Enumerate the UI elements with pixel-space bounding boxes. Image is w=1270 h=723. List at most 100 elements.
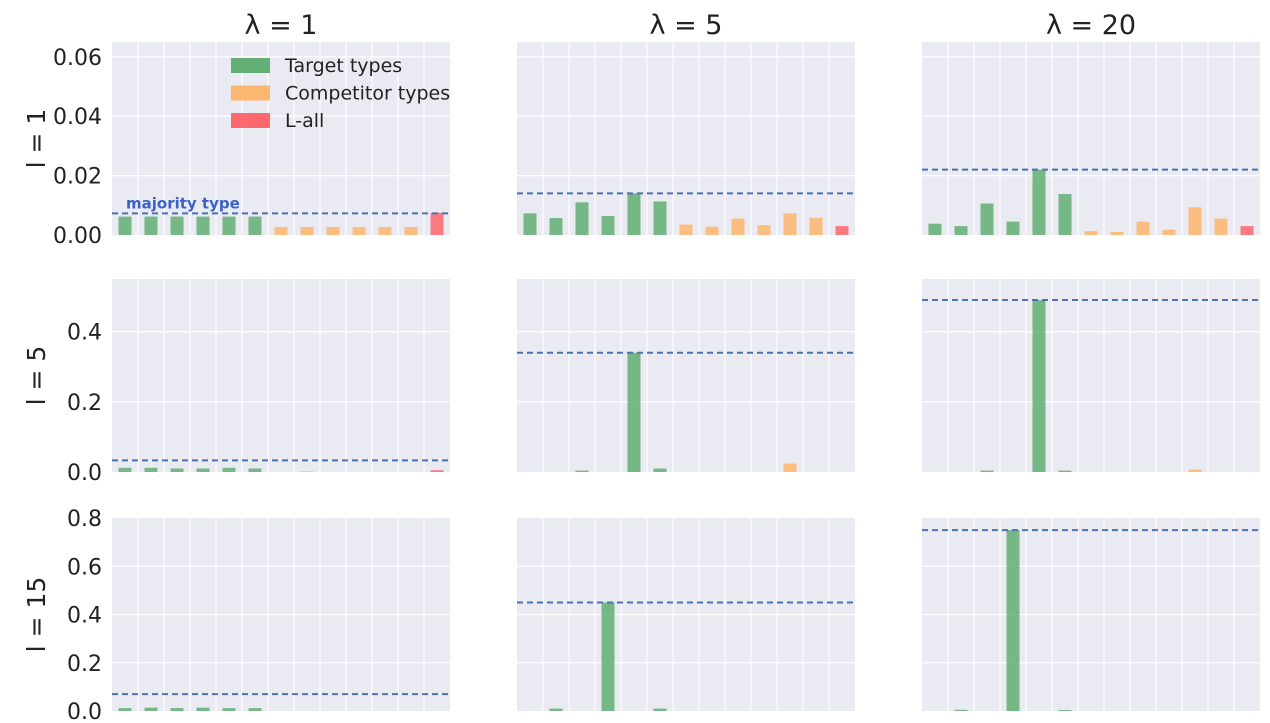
bar-0-2-1 <box>954 226 968 235</box>
y-tick-label: 0.4 <box>67 604 102 629</box>
bar-1-0-12 <box>430 470 444 472</box>
bar-0-0-5 <box>248 216 262 235</box>
bar-2-0-3 <box>196 707 210 711</box>
bar-1-0-2 <box>170 468 184 472</box>
legend-swatch-1 <box>231 85 270 101</box>
y-tick-label: 0.06 <box>53 46 102 71</box>
bar-1-2-2 <box>980 470 994 472</box>
panel-1-2 <box>922 279 1260 472</box>
bar-1-2-5 <box>1058 470 1072 472</box>
y-tick-label: 0.0 <box>67 461 102 486</box>
bar-2-2-3 <box>1006 530 1020 711</box>
bar-1-2-4 <box>1032 300 1046 472</box>
bar-0-0-1 <box>144 216 158 235</box>
bar-0-2-8 <box>1136 221 1150 235</box>
bar-0-1-2 <box>575 202 589 235</box>
bar-1-1-4 <box>627 352 641 472</box>
bar-0-0-9 <box>352 226 366 235</box>
bar-1-0-3 <box>196 468 210 472</box>
bar-2-0-1 <box>144 707 158 711</box>
bar-0-2-3 <box>1006 221 1020 235</box>
column-title-1: λ = 5 <box>650 10 723 41</box>
bar-2-0-2 <box>170 708 184 711</box>
bar-0-2-5 <box>1058 194 1072 235</box>
bar-1-2-10 <box>1188 469 1202 472</box>
y-tick-label: 0.6 <box>67 555 102 580</box>
bar-0-1-9 <box>757 225 771 235</box>
bar-2-1-3 <box>601 602 615 711</box>
bar-1-0-0 <box>118 467 132 472</box>
bar-0-2-6 <box>1084 231 1098 235</box>
bar-0-2-12 <box>1240 226 1254 235</box>
bar-0-0-0 <box>118 216 132 235</box>
panel-background <box>517 42 855 235</box>
bar-0-2-9 <box>1162 229 1176 235</box>
bar-2-1-5 <box>653 708 667 711</box>
bar-0-1-4 <box>627 193 641 235</box>
bar-0-1-0 <box>523 213 537 235</box>
column-title-0: λ = 1 <box>245 10 318 41</box>
panel-2-0: 0.0 0.2 0.4 0.6 0.8 <box>67 507 450 723</box>
bar-0-2-7 <box>1110 232 1124 235</box>
bar-0-1-8 <box>731 218 745 235</box>
y-tick-label: 0.4 <box>67 321 102 346</box>
column-title-2: λ = 20 <box>1046 10 1136 41</box>
panel-background <box>112 42 450 235</box>
legend-swatch-0 <box>231 58 270 73</box>
panel-background <box>922 279 1260 472</box>
row-label-2: l = 15 <box>22 577 51 653</box>
labels-layer: λ = 1 λ = 5 λ = 20 l = 1 l = 5 l = 15 Target t… <box>22 10 1136 652</box>
panel-1-1 <box>517 279 855 472</box>
legend-label-2: L-all <box>285 110 324 132</box>
y-tick-label: 0.8 <box>67 507 102 532</box>
row-label-1: l = 5 <box>22 346 51 406</box>
panel-background <box>922 42 1260 235</box>
bar-0-0-3 <box>196 216 210 235</box>
y-tick-label: 0.02 <box>53 165 102 190</box>
bar-2-0-5 <box>248 708 262 711</box>
y-tick-label: 0.04 <box>53 105 102 130</box>
bar-0-0-7 <box>300 226 314 235</box>
panel-0-1 <box>517 42 855 235</box>
legend-label-0: Target types <box>284 55 402 77</box>
panel-2-2 <box>922 518 1260 711</box>
bar-0-2-10 <box>1188 207 1202 235</box>
legend: Target types Competitor types L-all <box>231 55 450 132</box>
legend-label-1: Competitor types <box>285 83 450 105</box>
y-tick-label: 0.2 <box>67 652 102 677</box>
bar-0-1-10 <box>783 213 797 235</box>
bar-0-2-0 <box>928 223 942 235</box>
bar-2-1-1 <box>549 708 563 711</box>
legend-swatch-2 <box>231 113 270 128</box>
bar-0-2-2 <box>980 203 994 235</box>
bar-0-1-12 <box>835 226 849 235</box>
row-label-0: l = 1 <box>22 109 51 169</box>
panel-2-1 <box>517 518 855 711</box>
bar-0-0-4 <box>222 216 236 235</box>
y-tick-label: 0.00 <box>53 224 102 249</box>
bar-0-1-11 <box>809 217 823 235</box>
bar-0-0-10 <box>378 226 392 235</box>
bar-2-0-0 <box>118 708 132 711</box>
bar-1-1-5 <box>653 468 667 472</box>
bar-1-1-2 <box>575 470 589 472</box>
bar-0-1-6 <box>679 224 693 235</box>
bar-2-0-4 <box>222 708 236 711</box>
bar-2-2-1 <box>954 709 968 711</box>
bar-0-1-3 <box>601 215 615 235</box>
bar-0-2-11 <box>1214 218 1228 235</box>
bar-1-0-1 <box>144 467 158 472</box>
panel-0-2 <box>922 42 1260 235</box>
bar-0-1-5 <box>653 201 667 235</box>
bar-0-0-6 <box>274 226 288 235</box>
bar-2-2-5 <box>1058 710 1072 711</box>
panel-background <box>112 279 450 472</box>
bar-1-0-4 <box>222 467 236 472</box>
bar-0-0-12 <box>430 212 444 235</box>
bar-0-0-11 <box>404 226 418 235</box>
bar-0-1-7 <box>705 226 719 235</box>
bar-0-1-1 <box>549 218 563 235</box>
panel-1-0: 0.0 0.2 0.4 <box>67 279 450 486</box>
panel-0-0: 0.00 0.02 0.04 0.06 majority type <box>53 42 450 249</box>
